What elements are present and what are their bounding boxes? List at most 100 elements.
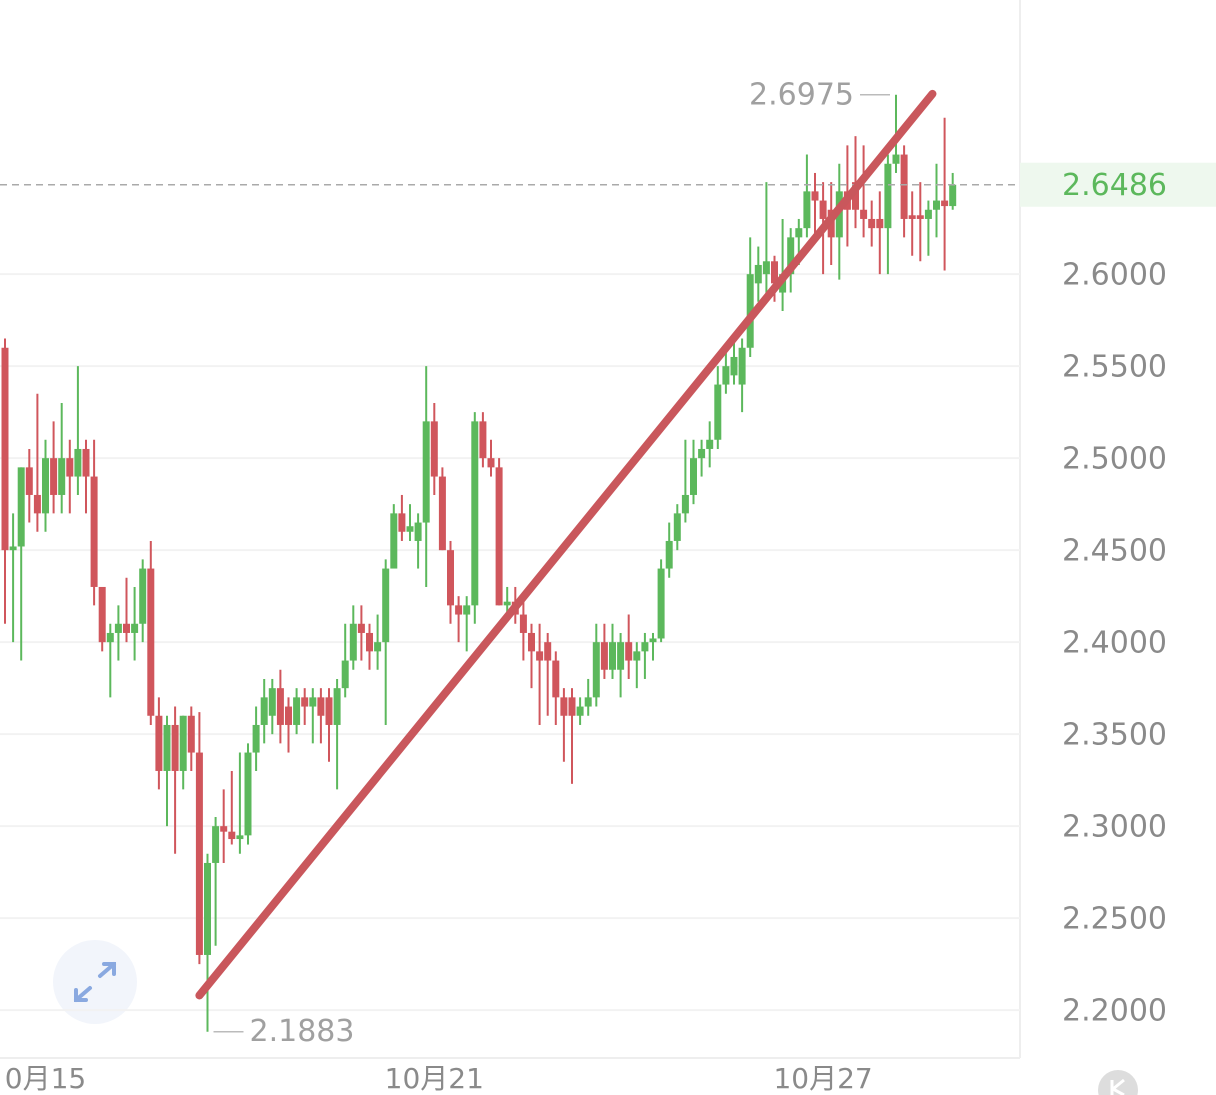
candle-body	[852, 182, 859, 210]
candle-body	[260, 697, 268, 725]
candle-body	[301, 697, 309, 707]
candle-body	[179, 715, 187, 771]
candle-body	[941, 200, 949, 207]
candle-body	[317, 697, 325, 716]
candle-body	[949, 184, 957, 207]
candle-body	[584, 697, 592, 707]
candle-body	[25, 467, 33, 495]
candle-body	[706, 439, 714, 449]
y-tick-label: 2.3500	[1062, 718, 1167, 753]
candle-body	[131, 623, 139, 633]
candle-body	[398, 513, 406, 532]
last-price-bg	[1020, 162, 1216, 207]
candle-body	[406, 526, 414, 532]
candle-body	[155, 715, 163, 771]
candle-body	[114, 623, 122, 633]
candle-body	[163, 724, 171, 771]
candle-body	[633, 651, 641, 661]
candle-body	[341, 660, 349, 689]
candle-body	[916, 215, 924, 219]
k-bg[interactable]	[1098, 1070, 1138, 1095]
candle-body	[268, 688, 276, 716]
candle-body	[147, 568, 155, 716]
candle-body	[795, 228, 803, 238]
expand-bg[interactable]	[53, 940, 137, 1024]
candle-body	[649, 638, 657, 643]
candle-body	[212, 826, 220, 863]
candle-body	[66, 458, 74, 477]
candle-body	[762, 261, 770, 275]
candle-body	[625, 642, 633, 661]
candle-body	[42, 458, 49, 514]
candle-body	[609, 642, 616, 670]
candle-body	[414, 522, 422, 541]
candle-body	[641, 642, 649, 652]
candle-body	[74, 448, 82, 477]
candle-body	[463, 605, 471, 615]
y-tick-label: 2.2000	[1062, 994, 1167, 1029]
candle-body	[422, 421, 430, 523]
x-tick-label: 10月21	[385, 1062, 484, 1095]
x-tick-label: 0月15	[5, 1062, 86, 1095]
candle-body	[252, 724, 260, 753]
trendline	[195, 89, 937, 1000]
candle-body	[528, 632, 535, 652]
candle-body	[33, 494, 41, 514]
candle-body	[447, 550, 454, 606]
candle-body	[787, 237, 795, 275]
candle-body	[600, 642, 608, 670]
candle-body	[106, 632, 114, 643]
candle-body	[366, 632, 373, 652]
candle-body	[819, 200, 827, 219]
candle-body	[479, 421, 487, 459]
candle-body	[58, 458, 66, 495]
candle-body	[617, 642, 625, 670]
candle-body	[592, 642, 600, 698]
y-tick-label: 2.5500	[1062, 350, 1167, 385]
k-button[interactable]	[1098, 1070, 1138, 1095]
candle-body	[195, 752, 203, 955]
candle-body	[1, 347, 9, 551]
candle-body	[471, 421, 479, 606]
candle-body	[220, 826, 228, 832]
y-tick-label: 2.2500	[1062, 902, 1167, 937]
candle-body	[722, 366, 730, 385]
y-tick-label: 2.6000	[1062, 258, 1167, 293]
candle-body	[204, 862, 211, 955]
candle-body	[933, 200, 940, 210]
candle-body	[681, 494, 689, 514]
candle-body	[730, 356, 738, 376]
candle-body	[430, 421, 438, 477]
candle-body	[244, 752, 252, 836]
candle-body	[754, 264, 762, 284]
candle-body	[357, 623, 365, 633]
candle-body	[50, 458, 58, 495]
high-label: 2.6975	[749, 77, 854, 112]
expand-icon[interactable]	[74, 962, 116, 1002]
expand-button[interactable]	[53, 940, 137, 1024]
candle-body	[892, 154, 900, 164]
candle-body	[374, 642, 382, 652]
candle-body	[811, 191, 819, 201]
candle-body	[908, 215, 916, 219]
candle-body	[673, 513, 681, 541]
candle-body	[187, 715, 195, 753]
candle-body	[698, 448, 706, 459]
k-icon[interactable]	[1110, 1078, 1125, 1095]
candle-body	[519, 614, 527, 633]
candle-body	[236, 835, 244, 840]
candle-body	[82, 448, 90, 477]
candle-body	[924, 209, 932, 219]
candle-body	[171, 724, 179, 771]
candle-body	[560, 697, 568, 716]
x-tick-label: 10月27	[773, 1062, 872, 1095]
candle-body	[349, 623, 357, 661]
low-label: 2.1883	[250, 1014, 355, 1049]
candle-body	[665, 540, 673, 569]
candle-body	[503, 601, 511, 606]
candle-body	[771, 261, 778, 284]
y-tick-label: 2.5000	[1062, 442, 1167, 477]
candle-body	[738, 347, 746, 385]
